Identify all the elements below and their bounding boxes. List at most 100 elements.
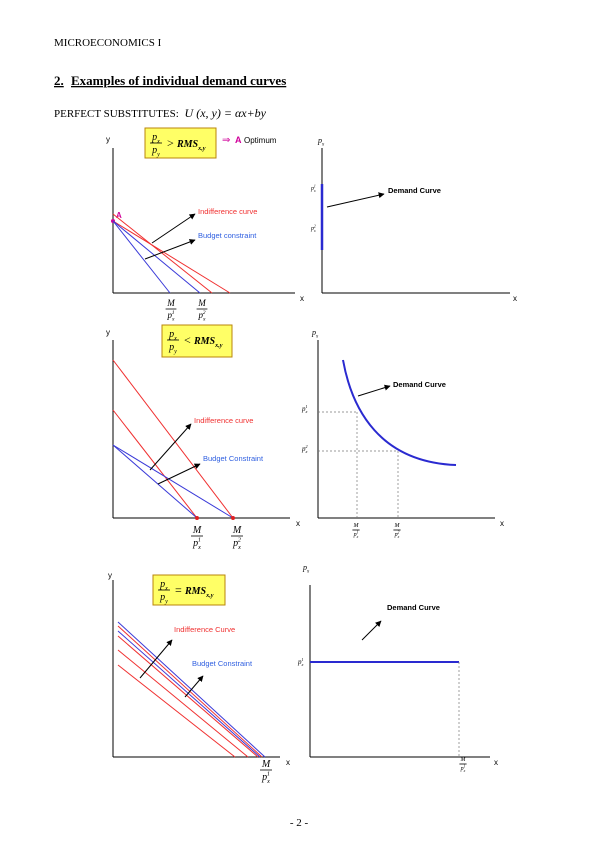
line	[117, 630, 261, 758]
superscript: 1	[198, 537, 201, 544]
symbol-base: p	[159, 592, 165, 603]
label: x	[286, 758, 290, 767]
label: M	[197, 298, 206, 308]
superscript: 2	[314, 224, 316, 228]
superscript: 1	[463, 764, 465, 768]
symbol-base: p	[301, 405, 306, 413]
subscript: x	[173, 335, 177, 342]
symbol: px1	[353, 530, 359, 539]
symbol: px	[302, 563, 310, 574]
line	[112, 220, 201, 294]
subscript: x	[202, 317, 206, 323]
label: x	[513, 294, 517, 303]
label: M	[192, 525, 202, 536]
label: x	[500, 519, 504, 528]
line	[112, 444, 234, 519]
label: Demand Curve	[393, 380, 446, 389]
symbol: RMSx,y	[176, 139, 206, 152]
pointer-arrow	[184, 675, 204, 698]
intercept-dot	[195, 516, 199, 520]
intro: PERFECT SUBSTITUTES: U (x, y) = αx+by	[54, 106, 267, 120]
label: M	[166, 298, 175, 308]
subscript: x	[306, 569, 310, 574]
superscript: 1	[172, 310, 175, 316]
subscript: x	[301, 662, 304, 667]
symbol-base: p	[159, 579, 165, 590]
subscript: x	[356, 535, 359, 539]
symbol: px1	[297, 657, 304, 667]
superscript: 1	[356, 530, 358, 534]
demand-curve	[342, 359, 457, 466]
subscript: x	[313, 229, 316, 233]
label: =	[175, 583, 182, 597]
line	[117, 649, 249, 758]
label: y	[106, 135, 110, 144]
symbol-base: p	[151, 145, 157, 156]
section-heading: 2. Examples of individual demand curves	[54, 73, 286, 88]
pointer-arrow	[151, 213, 196, 244]
symbol-base: p	[310, 226, 314, 232]
condition-box	[161, 324, 233, 358]
subscript: x	[313, 189, 316, 193]
section-title: Examples of individual demand curves	[71, 73, 286, 88]
symbol: px2	[232, 537, 241, 552]
superscript: 1	[301, 657, 303, 662]
subscript: x	[397, 535, 400, 539]
symbol-base: p	[394, 532, 398, 538]
pointer-arrow	[144, 239, 196, 260]
label: <	[184, 333, 191, 347]
symbol: px	[311, 328, 319, 339]
superscript: 2	[203, 310, 206, 316]
symbol-base: p	[310, 186, 314, 192]
symbol: px1	[301, 404, 308, 414]
symbol: px	[159, 579, 168, 592]
symbol-base: p	[353, 532, 357, 538]
pointer-arrow	[326, 192, 385, 208]
pointer-arrow	[139, 639, 173, 679]
label: M	[261, 759, 271, 770]
symbol: px2	[197, 310, 206, 323]
page-number: - 2 -	[290, 817, 309, 829]
label: M	[460, 757, 467, 763]
subscript: x	[305, 449, 308, 454]
symbol-base: p	[168, 329, 174, 340]
subscript: x,y	[205, 592, 214, 599]
symbol: px2	[394, 530, 400, 539]
label: Indifference curve	[198, 207, 257, 216]
superscript: 1	[267, 771, 270, 778]
pointer-arrow	[361, 620, 382, 641]
line	[112, 220, 231, 294]
line	[117, 635, 259, 758]
subscript: y	[156, 151, 160, 158]
pointer-arrow	[357, 384, 391, 397]
label: M	[394, 523, 401, 529]
label: x	[494, 758, 498, 767]
utility-formula: U (x, y) = αx+by	[185, 106, 267, 120]
superscript: 2	[238, 537, 241, 544]
symbol: px	[168, 329, 177, 342]
superscript: 1	[314, 184, 316, 188]
symbol: RMSx,y	[193, 336, 223, 349]
symbol: py	[159, 592, 168, 605]
symbol: px	[317, 136, 325, 147]
line	[112, 359, 234, 519]
superscript: 2	[397, 530, 399, 534]
symbol: py	[151, 145, 160, 158]
pointer-arrow	[157, 463, 201, 485]
symbol-base: p	[460, 766, 464, 772]
symbol: px2	[301, 444, 308, 454]
subscript: x	[164, 585, 168, 592]
symbol-base: p	[261, 772, 267, 783]
symbol: px1	[460, 764, 466, 773]
symbol: px2	[310, 224, 316, 233]
pointer-arrow	[149, 423, 192, 471]
subscript: y	[164, 598, 168, 605]
symbol: px1	[192, 537, 201, 552]
subscript: x	[266, 778, 270, 785]
label: A	[235, 135, 242, 145]
label: y	[108, 571, 112, 580]
section-number: 2.	[54, 73, 64, 88]
subscript: x	[237, 544, 241, 551]
symbol: px1	[261, 771, 270, 786]
label: Indifference curve	[194, 416, 253, 425]
